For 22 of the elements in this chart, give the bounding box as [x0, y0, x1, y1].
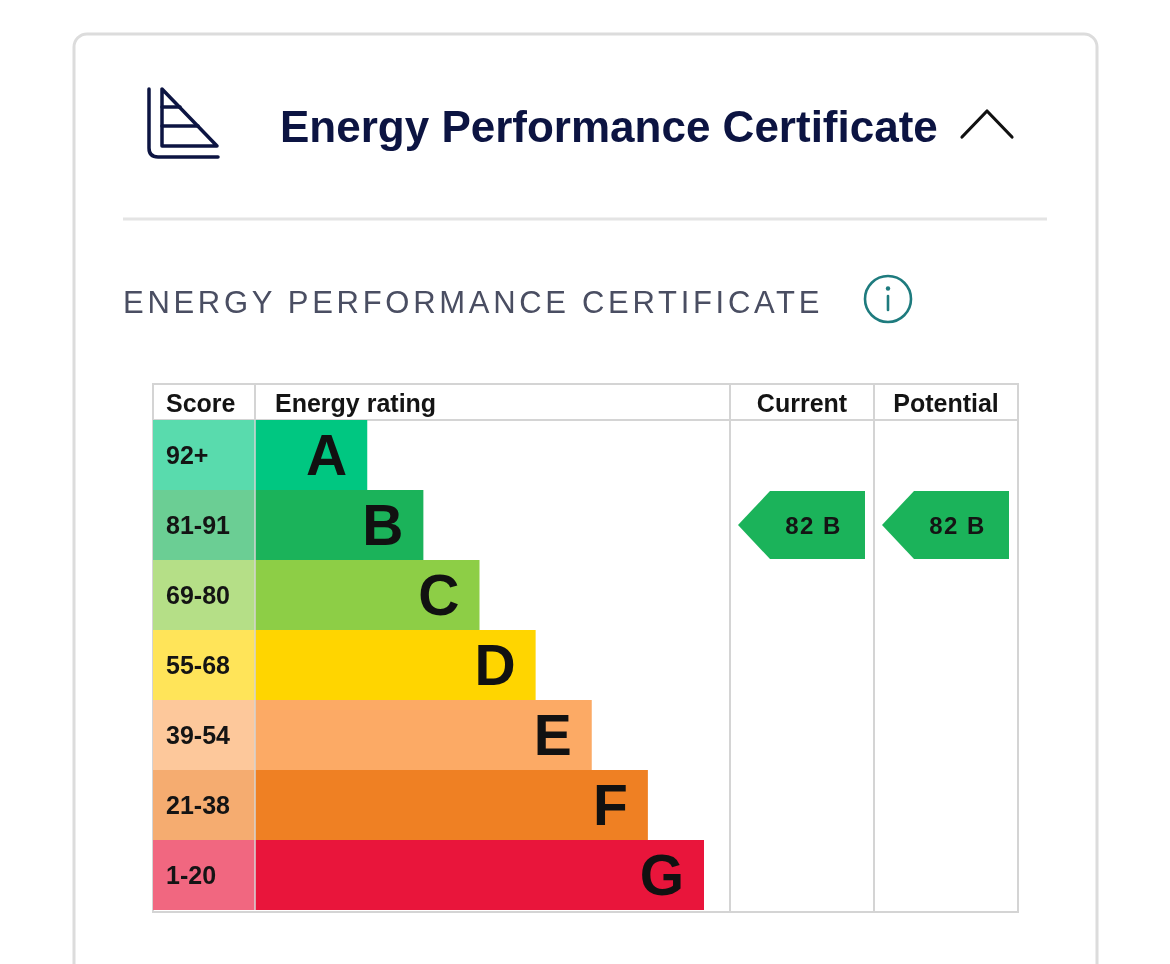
annotation: C [418, 563, 460, 627]
chart-subtitle: ENERGY PERFORMANCE CERTIFICATE [123, 285, 824, 320]
y-tick-label: 39-54 [166, 721, 231, 749]
annotation: B [362, 493, 404, 557]
y-tick-label: 81-91 [166, 511, 231, 539]
y-tick-label: 21-38 [166, 791, 231, 819]
annotation: D [474, 633, 516, 697]
y-tick-label: 1-20 [166, 861, 217, 889]
annotation: A [306, 423, 348, 487]
y-tick-label: 55-68 [166, 651, 231, 679]
chart-title: Energy Performance Certificate [280, 102, 938, 151]
y-axis-title: Score [166, 389, 236, 417]
text: 82 B [929, 512, 986, 539]
text: Potential [893, 389, 999, 417]
text: 82 B [785, 512, 842, 539]
annotation: F [593, 773, 628, 837]
annotation: G [639, 843, 684, 907]
y-tick-label: 69-80 [166, 581, 230, 609]
text: Current [756, 389, 848, 417]
y-tick-label: 92+ [166, 441, 209, 469]
x-axis-title: Energy rating [275, 389, 437, 417]
annotation: E [533, 703, 572, 767]
